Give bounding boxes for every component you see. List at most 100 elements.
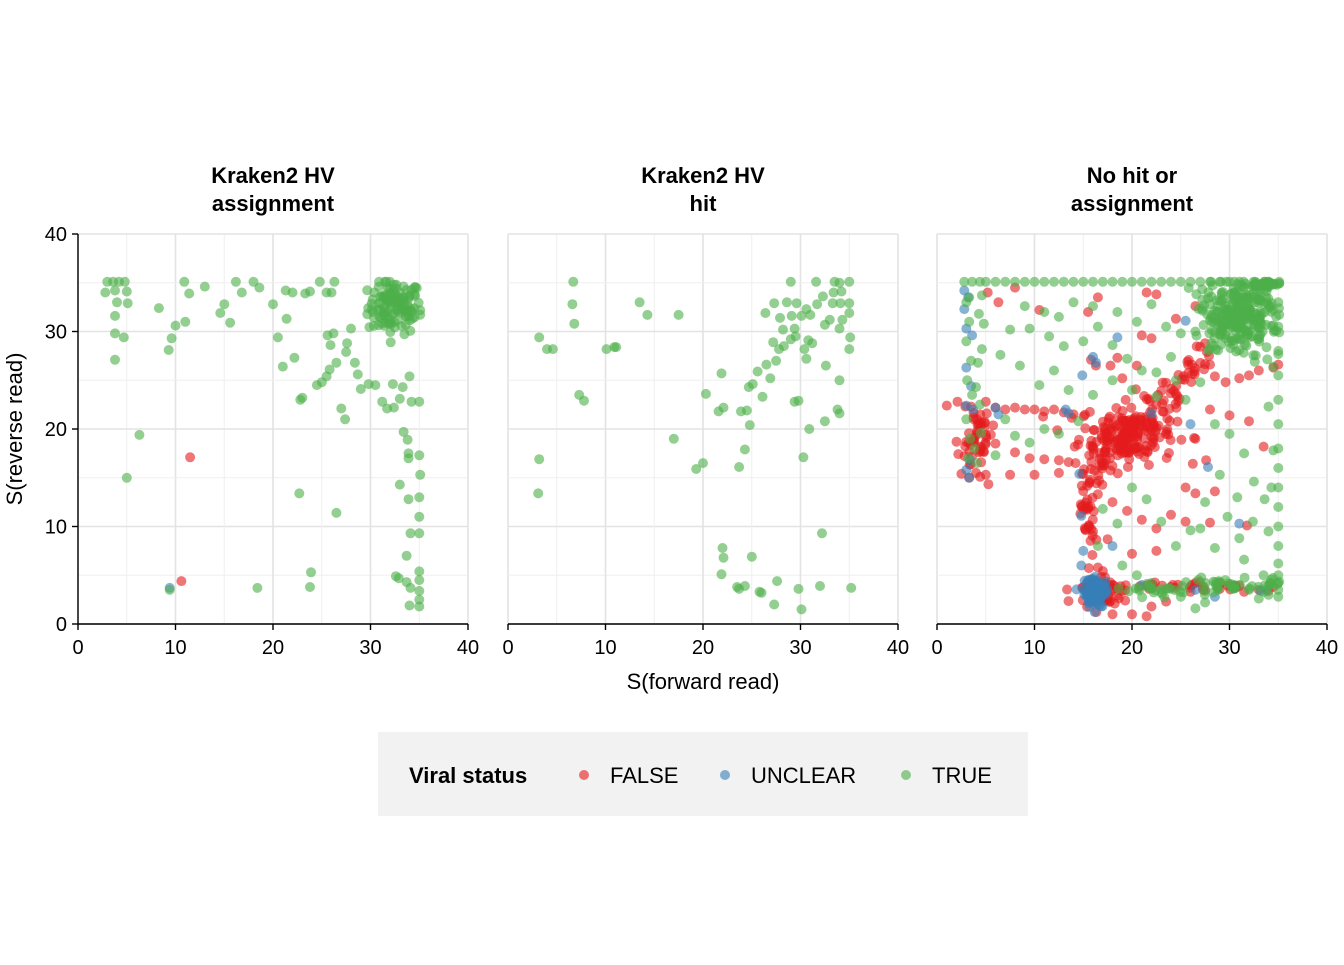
- data-point-true: [1263, 526, 1274, 537]
- data-point-false: [952, 396, 963, 407]
- data-point-true: [252, 582, 263, 593]
- data-point-false: [1209, 371, 1220, 382]
- data-point-true: [817, 528, 827, 539]
- data-point-false: [1176, 434, 1187, 445]
- data-point-true: [1170, 541, 1181, 551]
- data-point-true: [305, 286, 315, 297]
- data-point-false: [1186, 377, 1197, 387]
- data-point-false: [1164, 416, 1175, 426]
- data-point-true: [404, 600, 415, 611]
- data-point-false: [1136, 514, 1147, 525]
- data-point-true: [110, 328, 120, 339]
- data-point-true: [1131, 570, 1142, 581]
- data-point-true: [1247, 516, 1258, 527]
- data-point-false: [1109, 598, 1120, 609]
- data-point-true: [1273, 591, 1284, 602]
- data-point-true: [1242, 321, 1253, 332]
- data-point-false: [1190, 488, 1201, 499]
- data-point-true: [1107, 276, 1118, 287]
- data-point-true: [1151, 367, 1162, 378]
- data-point-unclear: [1076, 510, 1087, 521]
- data-point-true: [110, 354, 120, 365]
- data-point-true: [567, 299, 578, 310]
- data-point-true: [346, 323, 356, 334]
- data-point-false: [185, 452, 196, 463]
- data-point-true: [1049, 276, 1059, 287]
- data-point-true: [533, 488, 544, 499]
- data-point-true: [119, 276, 130, 287]
- data-point-true: [807, 338, 818, 349]
- data-point-unclear: [1203, 462, 1213, 472]
- data-point-false: [1076, 480, 1087, 491]
- data-point-true: [1244, 584, 1254, 595]
- data-point-true: [1253, 593, 1264, 604]
- data-point-true: [397, 382, 408, 393]
- data-point-true: [1151, 391, 1162, 402]
- data-point-true: [1097, 503, 1108, 514]
- x-tick-label: 10: [1023, 637, 1045, 659]
- y-axis-label: S(reverse read): [2, 353, 27, 506]
- data-point-true: [1134, 585, 1145, 596]
- data-point-false: [1063, 457, 1074, 468]
- data-point-true: [1107, 375, 1118, 386]
- data-point-false: [990, 438, 1001, 449]
- data-point-true: [1213, 345, 1224, 356]
- data-point-false: [1120, 394, 1131, 405]
- data-point-true: [329, 276, 340, 287]
- data-point-true: [394, 393, 405, 404]
- data-point-true: [760, 308, 771, 318]
- data-point-true: [1259, 494, 1270, 505]
- data-point-true: [414, 575, 425, 586]
- y-tick-label: 40: [45, 224, 67, 246]
- data-point-false: [1143, 460, 1154, 470]
- data-point-true: [406, 306, 417, 316]
- data-point-true: [355, 384, 366, 394]
- legend-label-false: FALSE: [610, 763, 678, 788]
- data-point-true: [268, 299, 278, 310]
- data-point-true: [1234, 533, 1245, 544]
- data-point-true: [534, 332, 545, 343]
- data-point-true: [328, 328, 339, 339]
- data-point-true: [1029, 276, 1040, 287]
- data-point-true: [1177, 581, 1188, 591]
- data-point-true: [236, 287, 247, 298]
- y-tick-label: 30: [45, 322, 67, 344]
- x-axis-label: S(forward read): [627, 669, 780, 694]
- data-point-true: [793, 583, 804, 594]
- data-point-true: [964, 292, 975, 303]
- data-point-true: [134, 429, 145, 440]
- data-point-true: [1088, 389, 1098, 400]
- data-point-true: [1222, 511, 1233, 522]
- data-point-false: [1205, 517, 1215, 528]
- data-point-true: [1257, 326, 1268, 337]
- data-point-false: [941, 400, 952, 411]
- data-point-unclear: [1063, 408, 1074, 419]
- data-point-true: [341, 347, 352, 357]
- data-point-true: [741, 405, 752, 416]
- data-point-true: [398, 302, 409, 313]
- data-point-true: [254, 282, 265, 293]
- data-point-false: [1039, 454, 1050, 465]
- data-point-true: [804, 424, 815, 434]
- data-point-false: [1083, 563, 1094, 574]
- data-point-true: [1180, 394, 1191, 405]
- data-point-true: [1161, 321, 1172, 332]
- data-point-false: [993, 297, 1004, 308]
- data-point-true: [969, 443, 979, 454]
- data-point-true: [1263, 589, 1274, 600]
- data-point-unclear: [961, 464, 972, 475]
- panel-title-line: assignment: [1071, 191, 1194, 216]
- data-point-true: [698, 458, 708, 469]
- data-point-true: [326, 287, 337, 298]
- data-point-false: [1149, 442, 1160, 453]
- data-point-false: [1112, 352, 1123, 363]
- data-point-false: [1104, 433, 1115, 443]
- data-point-true: [1034, 380, 1045, 391]
- data-point-true: [990, 276, 1001, 287]
- data-point-false: [1151, 289, 1162, 300]
- data-point-true: [1175, 328, 1186, 339]
- data-point-unclear: [1076, 560, 1087, 571]
- data-point-false: [1141, 287, 1152, 298]
- data-point-true: [1239, 448, 1250, 459]
- data-point-true: [1232, 492, 1243, 503]
